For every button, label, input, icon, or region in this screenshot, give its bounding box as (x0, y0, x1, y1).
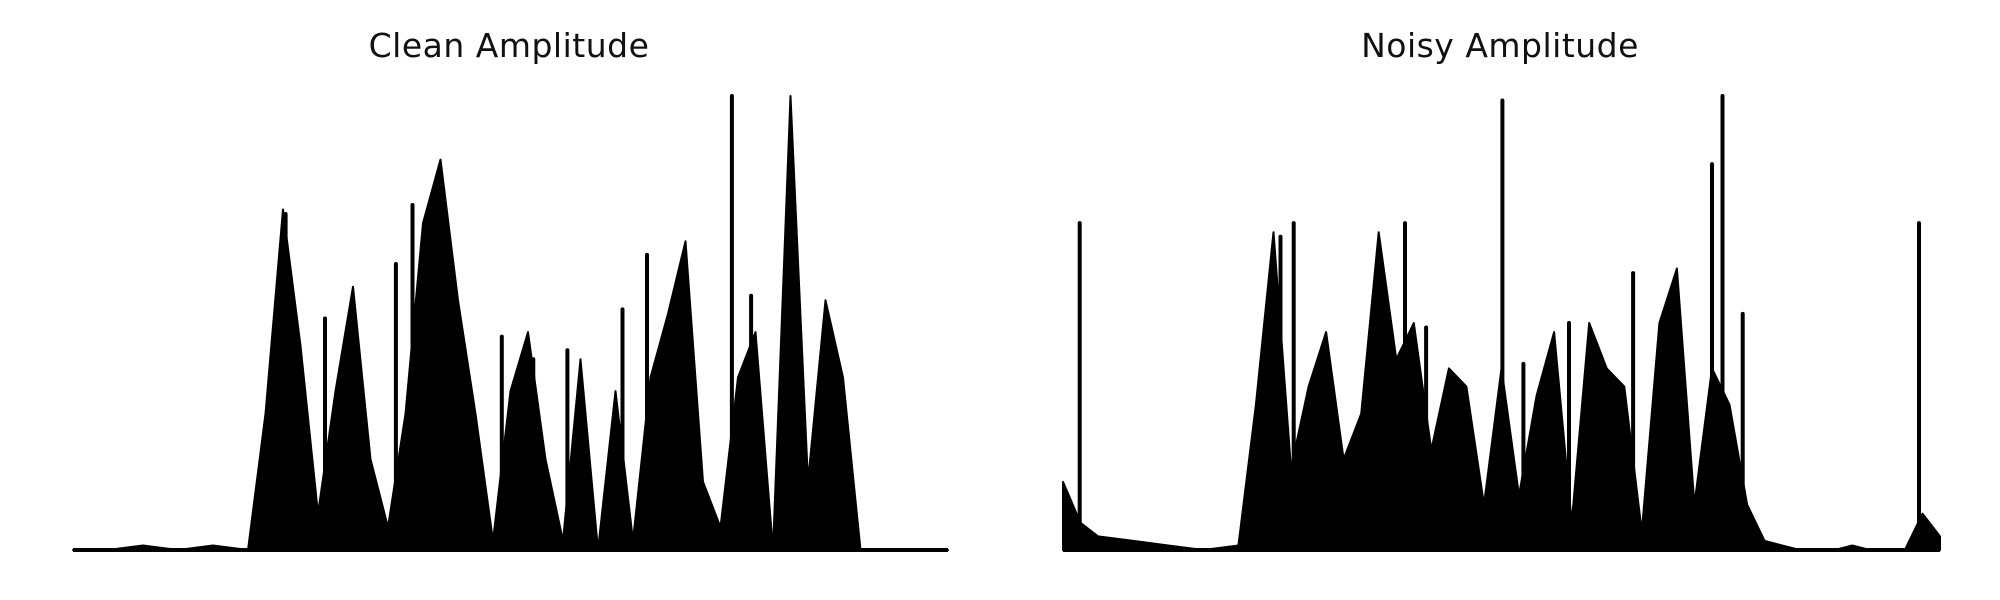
noisy-amplitude-plot (1062, 94, 1941, 552)
chart-title: Noisy Amplitude (1361, 26, 1639, 65)
chart-title: Clean Amplitude (368, 26, 650, 65)
amplitude-envelope (72, 95, 949, 551)
clean-amplitude-plot (72, 94, 949, 552)
noisy-amplitude-panel: Noisy Amplitude (1000, 0, 2000, 600)
clean-amplitude-panel: Clean Amplitude (72, 26, 949, 552)
